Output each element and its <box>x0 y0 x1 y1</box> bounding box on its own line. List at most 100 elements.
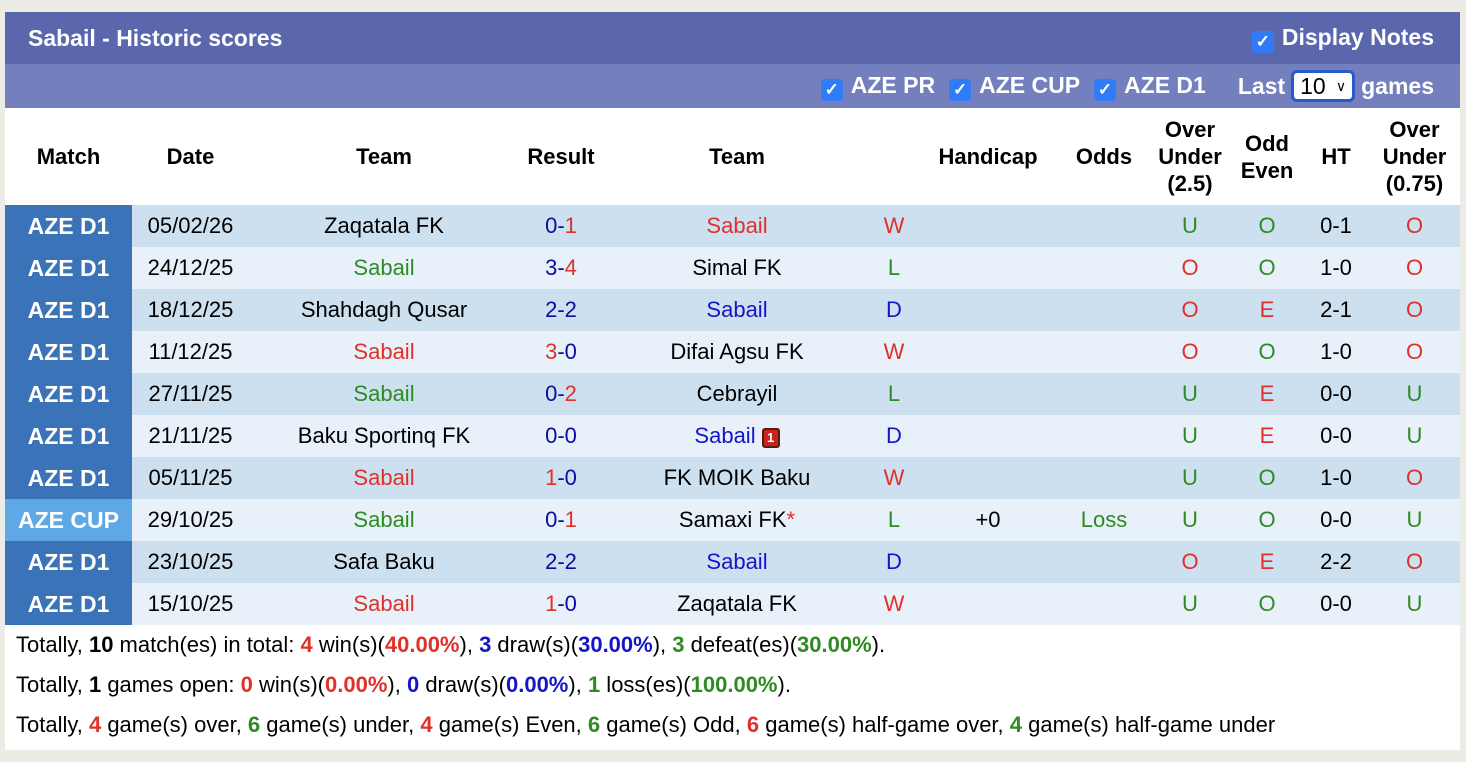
summary-segment: Totally, <box>16 672 89 697</box>
over-under-0-75: O <box>1369 457 1460 499</box>
checkbox-icon[interactable]: ✓ <box>1251 30 1274 53</box>
checkbox-icon[interactable]: ✓ <box>949 78 972 101</box>
away-team-name: Samaxi FK <box>678 507 787 532</box>
checkbox-icon[interactable]: ✓ <box>820 78 843 101</box>
filter-aze-cup[interactable]: ✓ AZE CUP <box>949 72 1080 101</box>
col-over-under-0-75: Over Under (0.75) <box>1382 117 1447 196</box>
table-row[interactable]: AZE D1 23/10/25 Safa Baku 2-2 Sabail D O E 2-2 O <box>5 541 1460 583</box>
score-sep: - <box>557 423 565 448</box>
away-team-name: Simal FK <box>692 255 782 280</box>
col-match: Match <box>36 144 101 169</box>
table-row[interactable]: AZE D1 05/02/26 Zaqatala FK 0-1 Sabail W U O 0-1… <box>5 205 1460 247</box>
away-team-name: Sabail <box>706 213 768 238</box>
odd-even: O <box>1231 499 1303 541</box>
table-row[interactable]: AZE D1 24/12/25 Sabail 3-4 Simal FK L O O 1-0 O <box>5 247 1460 289</box>
filter-aze-d1[interactable]: ✓ AZE D1 <box>1094 72 1206 101</box>
result-score: 0-1 <box>519 499 603 541</box>
table-row[interactable]: AZE D1 21/11/25 Baku Sportinq FK 0-0 Sabail 1… <box>5 415 1460 457</box>
odds-result <box>1059 205 1149 247</box>
away-team: Cebrayil <box>603 373 871 415</box>
chevron-down-icon: ∨ <box>1335 78 1347 94</box>
summary-segment: defeat(es)( <box>684 632 798 657</box>
over-under-0-75: O <box>1369 205 1460 247</box>
summary-segment: win(s)( <box>312 632 385 657</box>
match-league: AZE D1 <box>5 331 132 373</box>
handicap <box>917 247 1059 289</box>
over-under-0-75: O <box>1369 331 1460 373</box>
panel-header: Sabail - Historic scores ✓ Display Notes <box>5 12 1460 64</box>
table-row[interactable]: AZE CUP 29/10/25 Sabail 0-1 Samaxi FK* L +0 Los… <box>5 499 1460 541</box>
filter-bar: ✓ AZE PR ✓ AZE CUP ✓ AZE D1 Last 10 ∨ games <box>5 64 1460 108</box>
odds-result <box>1059 373 1149 415</box>
summary-segment: game(s) Odd, <box>600 712 747 737</box>
scores-table: Match Date Team Result Team Handicap Odds Over … <box>5 108 1460 625</box>
summary-segment: ), <box>652 632 673 657</box>
match-league: AZE D1 <box>5 457 132 499</box>
summary-line: Totally, 4 game(s) over, 6 game(s) under… <box>16 705 1460 745</box>
home-team: Shahdagh Qusar <box>249 289 519 331</box>
col-over-under-2-5: Over Under (2.5) <box>1158 117 1222 196</box>
col-odd-even: Odd Even <box>1240 130 1294 183</box>
match-league: AZE D1 <box>5 583 132 625</box>
checkbox-icon[interactable]: ✓ <box>1094 78 1117 101</box>
home-score: 3 <box>545 255 558 280</box>
filter-label: AZE CUP <box>979 71 1081 98</box>
match-date: 24/12/25 <box>132 247 249 289</box>
result-score: 2-2 <box>519 541 603 583</box>
odds-result <box>1059 457 1149 499</box>
summary-segment: ). <box>777 672 791 697</box>
match-date: 05/11/25 <box>132 457 249 499</box>
historic-scores-panel: Sabail - Historic scores ✓ Display Notes … <box>5 12 1460 750</box>
summary-segment: 30.00% <box>578 632 653 657</box>
table-row[interactable]: AZE D1 27/11/25 Sabail 0-2 Cebrayil L U E 0-0 U <box>5 373 1460 415</box>
match-league: AZE CUP <box>5 499 132 541</box>
summary-segment: ), <box>387 672 407 697</box>
filter-label: AZE PR <box>850 71 936 98</box>
table-row[interactable]: AZE D1 05/11/25 Sabail 1-0 FK MOIK Baku W U O 1-… <box>5 457 1460 499</box>
away-team-name: Sabail <box>706 297 768 322</box>
handicap <box>917 583 1059 625</box>
over-under-2-5: U <box>1149 373 1231 415</box>
result-score: 3-0 <box>519 331 603 373</box>
table-row[interactable]: AZE D1 11/12/25 Sabail 3-0 Difai Agsu FK W O O 1… <box>5 331 1460 373</box>
half-time-score: 1-0 <box>1303 457 1369 499</box>
summary-segment: game(s) under, <box>260 712 421 737</box>
summary-segment: game(s) half-game under <box>1022 712 1276 737</box>
col-handicap: Handicap <box>938 144 1038 169</box>
summary-segment: 1 <box>88 672 102 697</box>
display-notes-toggle[interactable]: ✓ Display Notes <box>1251 24 1434 53</box>
summary-segment: 100.00% <box>690 672 778 697</box>
table-row[interactable]: AZE D1 18/12/25 Shahdagh Qusar 2-2 Sabail D O E… <box>5 289 1460 331</box>
home-team: Sabail <box>249 373 519 415</box>
home-score: 0 <box>545 381 558 406</box>
home-score: 0 <box>545 507 558 532</box>
col-ht: HT <box>1321 144 1351 169</box>
summary-segment: loss(es)( <box>600 672 691 697</box>
over-under-2-5: U <box>1149 457 1231 499</box>
home-team: Safa Baku <box>249 541 519 583</box>
away-team: Samaxi FK* <box>603 499 871 541</box>
away-score: 2 <box>564 381 577 406</box>
odd-even: O <box>1231 331 1303 373</box>
result-score: 0-2 <box>519 373 603 415</box>
games-count-select[interactable]: 10 ∨ <box>1291 70 1356 102</box>
away-team: Sabail <box>603 541 871 583</box>
odds-result <box>1059 331 1149 373</box>
odd-even: E <box>1231 541 1303 583</box>
match-outcome: W <box>871 331 917 373</box>
home-score: 1 <box>545 465 558 490</box>
table-row[interactable]: AZE D1 15/10/25 Sabail 1-0 Zaqatala FK W U O 0-0… <box>5 583 1460 625</box>
col-date: Date <box>166 144 215 169</box>
over-under-2-5: U <box>1149 583 1231 625</box>
summary-segment: 4 <box>300 632 313 657</box>
summary-segment: 10 <box>88 632 114 657</box>
match-outcome: L <box>871 373 917 415</box>
away-team: Simal FK <box>603 247 871 289</box>
summary-segment: 0.00% <box>505 672 569 697</box>
summary-segment: 40.00% <box>384 632 460 657</box>
result-score: 0-1 <box>519 205 603 247</box>
match-outcome: L <box>871 499 917 541</box>
filter-aze-pr[interactable]: ✓ AZE PR <box>820 71 936 101</box>
half-time-score: 1-0 <box>1303 247 1369 289</box>
handicap: +0 <box>917 499 1059 541</box>
